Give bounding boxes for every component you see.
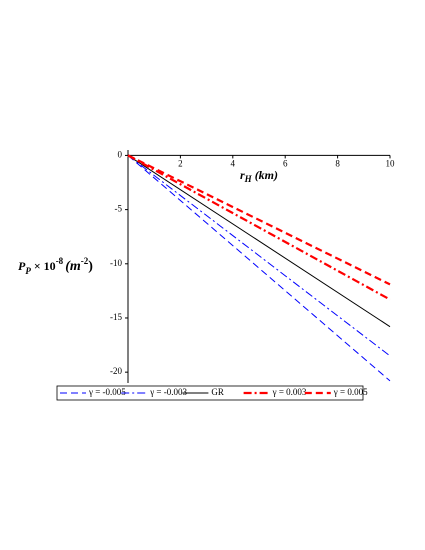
y-label-main: P: [18, 259, 26, 273]
y-tick-label: -5: [115, 204, 123, 214]
series-line: [127, 155, 391, 382]
y-axis-label: PP × 10-8 (m-2): [18, 256, 93, 276]
legend-label: γ = 0.003: [272, 387, 307, 397]
x-label-sub: H: [244, 174, 253, 184]
y-label-mid: × 10: [31, 259, 56, 273]
x-tick-label: 2: [178, 158, 183, 168]
y-tick-label: -10: [110, 258, 122, 268]
y-label-close: ): [88, 259, 93, 274]
y-label-unit: (m: [65, 259, 81, 274]
y-label-sup: -8: [56, 256, 64, 266]
y-label-sub: P: [25, 266, 31, 276]
series-line: [127, 155, 391, 357]
legend-label: γ = 0.005: [333, 387, 368, 397]
y-label-unitsup: -2: [81, 256, 89, 266]
legend-box: [56, 385, 364, 401]
x-tick-label: 8: [335, 158, 340, 168]
x-tick-label: 6: [283, 158, 288, 168]
legend-label: γ = -0.005: [88, 387, 126, 397]
x-tick-label: 10: [386, 158, 396, 168]
x-label-rest: (km): [252, 168, 278, 182]
y-tick-label: -15: [110, 312, 122, 322]
y-tick-label: 0: [118, 149, 123, 159]
legend-label: γ = -0.003: [149, 387, 187, 397]
series-line: [127, 154, 391, 286]
series-line: [127, 154, 391, 301]
x-tick-label: 4: [231, 158, 236, 168]
x-label-main: r: [240, 168, 245, 182]
x-axis-label: rH (km): [240, 168, 278, 184]
y-tick-label: -20: [110, 366, 122, 376]
series-line: [127, 155, 391, 328]
legend-label: GR: [211, 387, 224, 397]
